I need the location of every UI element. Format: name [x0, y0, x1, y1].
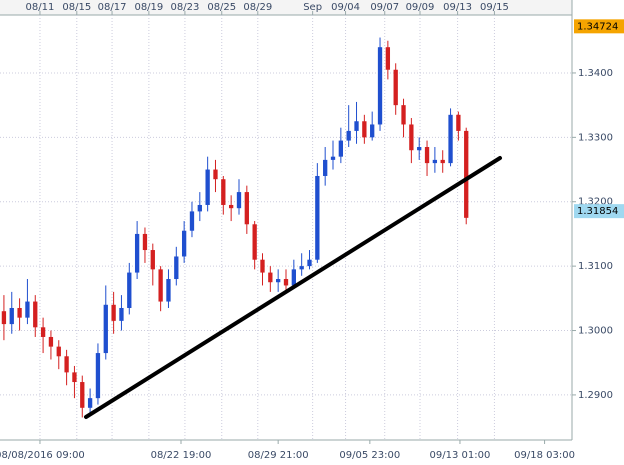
price-tag-label: 1.34724	[577, 21, 618, 32]
y-tick-label: 1.2900	[578, 390, 613, 401]
y-tick-label: 1.3300	[578, 132, 613, 143]
candle-body	[40, 327, 46, 337]
candle-body	[260, 259, 265, 273]
candle-body	[244, 192, 249, 225]
price-tag-label: 1.31854	[577, 206, 618, 217]
candle-body	[95, 353, 101, 399]
candle-body	[346, 130, 351, 141]
candle-body	[370, 124, 375, 138]
candle-body	[48, 336, 54, 347]
candle-body	[17, 307, 22, 318]
candle-body	[142, 233, 148, 251]
candle-body	[205, 169, 210, 205]
candle-body	[33, 301, 38, 328]
candle-body	[432, 159, 438, 164]
candle-body	[338, 140, 344, 157]
candle-body	[330, 156, 336, 160]
candle-body	[56, 346, 61, 357]
candle-body	[111, 304, 116, 321]
top-x-tick-label: 08/23	[171, 2, 200, 13]
candle-body	[268, 272, 273, 283]
candle-body	[307, 259, 312, 267]
candle-body	[174, 256, 179, 280]
candle-body	[197, 204, 202, 212]
x-tick-label: 09/18 03:00	[514, 450, 575, 461]
top-x-tick-label: 09/09	[406, 2, 435, 13]
x-tick-label: 08/22 19:00	[151, 450, 212, 461]
candle-body	[166, 279, 171, 302]
candle-body	[283, 279, 289, 286]
candle-body	[448, 114, 453, 164]
price-tag-box	[574, 204, 624, 219]
candle-body	[87, 398, 93, 408]
y-tick-label: 1.3200	[578, 197, 613, 208]
y-tick-label: 1.3400	[578, 68, 613, 79]
candle-body	[354, 121, 359, 131]
candle-body	[9, 307, 14, 325]
top-x-tick-label: Sep	[303, 2, 322, 13]
candle-body	[299, 266, 304, 270]
candle-body	[315, 175, 320, 260]
price-tag-box	[574, 19, 624, 34]
candle-body	[72, 372, 77, 383]
top-x-tick-label: 08/17	[98, 2, 127, 13]
candle-body	[1, 311, 7, 325]
candle-body	[228, 204, 234, 209]
candle-body	[276, 279, 281, 283]
x-tick-label: 09/05 23:00	[339, 450, 400, 461]
candle-body	[25, 301, 30, 318]
candle-body	[252, 224, 257, 260]
top-x-tick-label: 08/25	[207, 2, 236, 13]
y-tick-label: 1.3000	[578, 326, 613, 337]
candle-body	[464, 130, 469, 218]
top-x-tick-label: 08/29	[243, 2, 272, 13]
candle-body	[393, 69, 398, 106]
x-tick-label: 08/29 21:00	[248, 450, 309, 461]
candle-body	[119, 307, 124, 321]
candle-body	[158, 269, 163, 302]
candle-body	[213, 169, 218, 180]
top-x-tick-label: 08/15	[62, 2, 91, 13]
candle-body	[323, 159, 328, 176]
candle-body	[134, 233, 140, 273]
y-tick-label: 1.3100	[578, 261, 613, 272]
top-x-tick-label: 09/13	[443, 2, 472, 13]
top-x-tick-label: 09/04	[331, 2, 360, 13]
candles	[1, 37, 469, 418]
candle-body	[150, 250, 155, 270]
top-axis-strip	[0, 0, 572, 15]
top-x-tick-label: 08/19	[134, 2, 163, 13]
candle-body	[127, 272, 132, 308]
candle-body	[189, 211, 195, 231]
candle-body	[103, 304, 108, 354]
candle-body	[291, 269, 296, 286]
candle-body	[221, 179, 226, 205]
x-tick-label: 09/13 01:00	[430, 450, 491, 461]
trend-line	[84, 156, 502, 419]
x-tick-label: 08/08/2016 09:00	[0, 450, 85, 461]
candle-body	[385, 47, 391, 70]
candle-body	[80, 382, 85, 408]
candle-body	[377, 47, 383, 125]
candle-body	[401, 105, 406, 125]
candle-body	[417, 147, 422, 151]
candle-body	[440, 159, 445, 164]
top-x-tick-label: 09/15	[480, 2, 509, 13]
candle-body	[181, 230, 187, 257]
top-x-tick-label: 08/11	[26, 2, 55, 13]
candle-body	[424, 147, 430, 164]
candle-body	[64, 356, 69, 373]
grid	[0, 15, 572, 440]
candle-body	[409, 124, 414, 151]
candle-body	[362, 121, 367, 138]
candle-body	[456, 114, 461, 131]
candle-body	[236, 192, 242, 209]
top-x-tick-label: 09/07	[370, 2, 399, 13]
